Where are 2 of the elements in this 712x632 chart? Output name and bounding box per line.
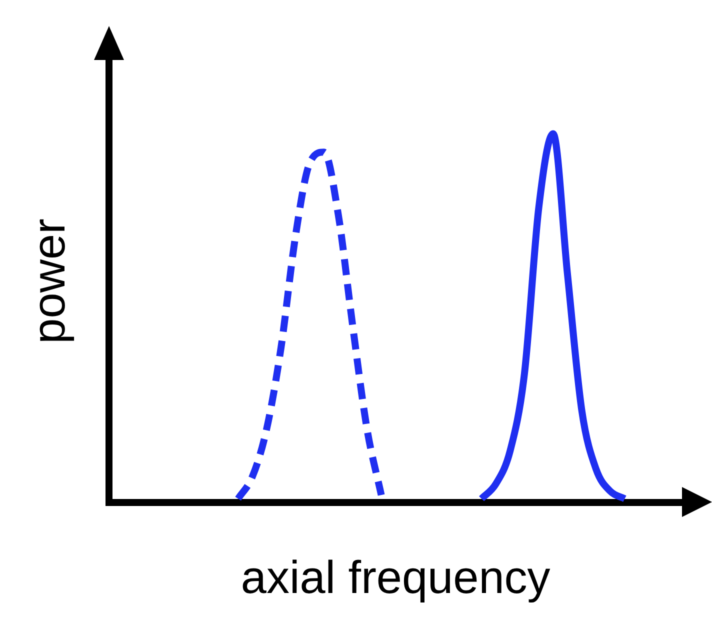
y-axis-title: power: [22, 218, 74, 344]
x-axis-title: axial frequency: [240, 551, 550, 604]
